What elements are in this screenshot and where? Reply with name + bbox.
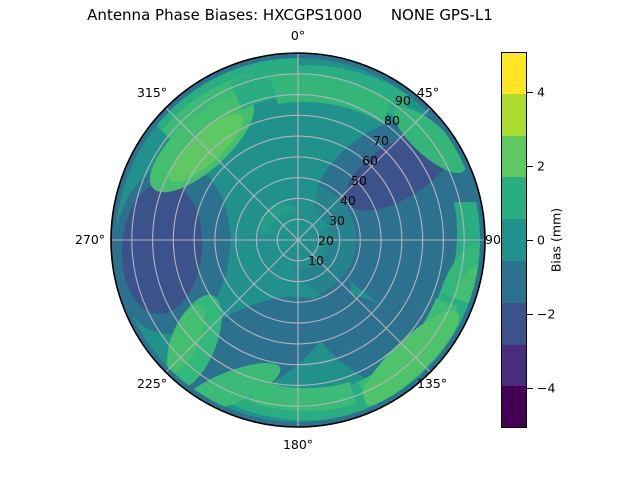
radial-tick-20: 20 <box>318 233 334 248</box>
radial-tick-10: 10 <box>308 253 324 268</box>
colorbar-band-5 <box>501 177 527 220</box>
angular-tick-45: 45° <box>416 85 440 100</box>
colorbar-band-7 <box>501 93 527 136</box>
angular-tick-270: 270° <box>74 232 106 247</box>
colorbar-tick-label-n2: −2 <box>537 306 556 322</box>
colorbar-band-2 <box>501 302 527 345</box>
colorbar-tick-label-4: 4 <box>537 84 545 100</box>
colorbar-band-0 <box>501 386 527 429</box>
radial-tick-30: 30 <box>329 213 345 228</box>
polar-axes[interactable]: 10 20 30 40 50 60 70 80 90 <box>110 52 486 428</box>
radial-tick-40: 40 <box>340 193 356 208</box>
angular-tick-180: 180° <box>282 437 314 452</box>
colorbar-band-3 <box>501 260 527 303</box>
angular-tick-0: 0° <box>290 28 306 43</box>
angular-tick-90: 90 <box>485 232 501 247</box>
colorbar-tick-mark-2 <box>527 166 533 167</box>
radial-tick-70: 70 <box>373 133 389 148</box>
colorbar-tick-mark-0 <box>527 240 533 241</box>
polar-grid-spokes <box>111 53 485 427</box>
polar-contour-svg <box>110 52 486 428</box>
radial-tick-50: 50 <box>351 173 367 188</box>
colorbar-axis-label: Bias (mm) <box>548 207 564 273</box>
radial-tick-90: 90 <box>395 93 411 108</box>
colorbar-tick-mark-4 <box>527 92 533 93</box>
radial-tick-80: 80 <box>384 113 400 128</box>
angular-tick-315: 315° <box>136 85 168 100</box>
colorbar-tick-mark-n4 <box>527 388 533 389</box>
colorbar-band-8 <box>501 52 527 94</box>
angular-tick-225: 225° <box>136 376 168 391</box>
colorbar-band-4 <box>501 219 527 261</box>
angular-tick-135: 135° <box>416 376 448 391</box>
polar-spine <box>110 52 486 428</box>
colorbar-tick-label-2: 2 <box>537 158 545 174</box>
colorbar-tick-label-0: 0 <box>537 232 545 248</box>
colorbar-tick-label-n4: −4 <box>537 380 556 396</box>
colorbar[interactable] <box>501 52 527 429</box>
colorbar-tick-mark-n2 <box>527 314 533 315</box>
radial-tick-60: 60 <box>362 153 378 168</box>
page-title: Antenna Phase Biases: HXCGPS1000 NONE GP… <box>87 6 493 24</box>
colorbar-band-6 <box>501 135 527 178</box>
colorbar-band-1 <box>501 344 527 387</box>
